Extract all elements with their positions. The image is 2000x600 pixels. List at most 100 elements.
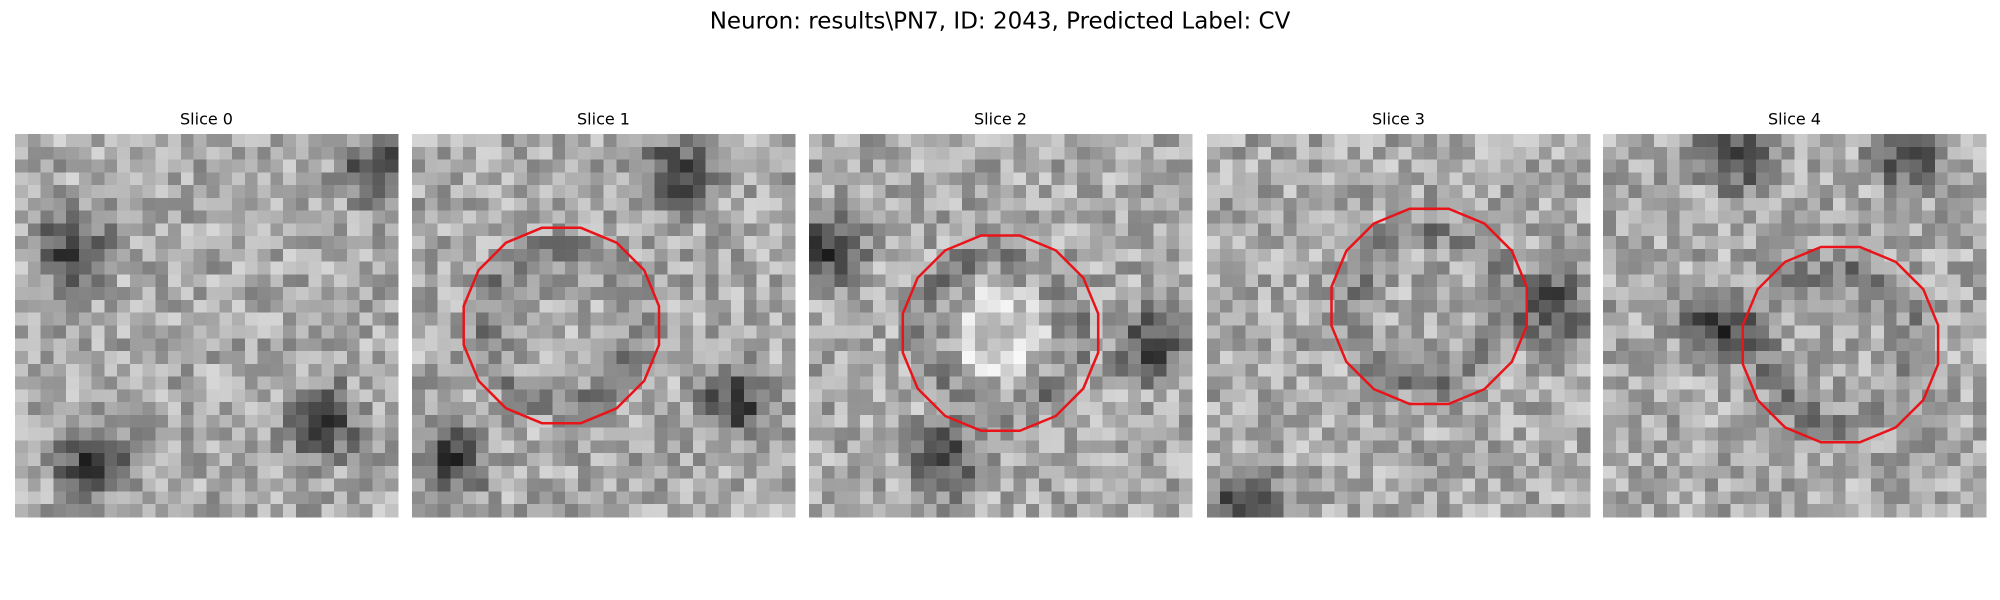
pixel	[129, 146, 144, 161]
pixel	[667, 185, 681, 199]
pixel	[616, 312, 630, 326]
pixel	[1207, 491, 1221, 505]
pixel	[974, 197, 989, 212]
pixel	[641, 146, 656, 161]
pixel	[66, 363, 80, 378]
pixel	[1283, 236, 1297, 250]
pixel	[667, 210, 681, 224]
pixel	[334, 197, 348, 212]
pixel	[1115, 236, 1129, 250]
pixel	[1756, 389, 1770, 403]
pixel	[1140, 210, 1155, 224]
pixel	[295, 261, 310, 275]
pixel	[809, 287, 823, 301]
pixel	[346, 299, 361, 314]
pixel	[1219, 325, 1234, 339]
pixel	[1013, 223, 1027, 237]
pixel	[1026, 274, 1040, 288]
pixel	[923, 440, 938, 454]
pixel	[1026, 402, 1040, 416]
pixel	[295, 427, 310, 441]
pixel	[66, 440, 80, 454]
pixel	[1500, 261, 1514, 275]
pixel	[603, 504, 617, 518]
pixel	[1309, 453, 1323, 467]
pixel	[1858, 465, 1872, 480]
pixel	[15, 134, 29, 148]
pixel	[501, 376, 515, 390]
pixel	[1411, 440, 1425, 454]
pixel	[1179, 402, 1193, 416]
pixel	[1347, 414, 1361, 429]
pixel	[295, 453, 310, 467]
pixel	[552, 185, 566, 199]
pixel	[412, 197, 426, 212]
pixel	[501, 363, 515, 378]
pixel	[168, 465, 182, 480]
pixel	[654, 453, 668, 467]
pixel	[385, 197, 399, 212]
pixel	[552, 299, 566, 314]
pixel	[705, 248, 719, 263]
pixel	[860, 287, 874, 301]
pixel	[66, 185, 80, 199]
pixel	[1538, 338, 1553, 352]
pixel	[1411, 478, 1425, 492]
pixel	[1487, 504, 1502, 518]
pixel	[1551, 223, 1565, 237]
pixel	[539, 134, 553, 148]
pixel	[232, 402, 246, 416]
pixel	[756, 274, 770, 288]
pixel	[692, 312, 707, 326]
pixel	[1781, 478, 1795, 492]
pixel	[1258, 402, 1272, 416]
pixel	[129, 402, 144, 416]
pixel	[1641, 274, 1655, 288]
pixel	[219, 223, 233, 237]
pixel	[1551, 159, 1565, 173]
pixel	[1922, 146, 1936, 161]
pixel	[1424, 172, 1438, 186]
pixel	[692, 376, 707, 390]
pixel	[1166, 504, 1180, 518]
pixel	[346, 159, 361, 173]
pixel	[590, 440, 604, 454]
pixel	[923, 248, 938, 263]
pixel	[193, 261, 207, 275]
pixel	[27, 210, 42, 224]
pixel	[244, 274, 259, 288]
pixel	[1896, 312, 1910, 326]
pixel	[1140, 414, 1155, 429]
pixel	[1730, 465, 1744, 480]
pixel	[1385, 491, 1399, 505]
pixel	[1526, 274, 1540, 288]
pixel	[295, 248, 310, 263]
pixel	[769, 185, 783, 199]
pixel	[129, 504, 144, 518]
pixel	[412, 299, 426, 314]
pixel	[372, 287, 386, 301]
pixel	[1603, 325, 1617, 339]
pixel	[1896, 351, 1910, 365]
pixel	[1628, 197, 1642, 212]
pixel	[731, 299, 745, 314]
panel-title: Slice 3	[1372, 110, 1425, 129]
pixel	[463, 312, 477, 326]
pixel	[1462, 274, 1476, 288]
pixel	[1526, 376, 1540, 390]
pixel	[463, 299, 477, 314]
pixel	[1768, 274, 1783, 288]
pixel	[1564, 236, 1578, 250]
pixel	[821, 465, 836, 480]
pixel	[1883, 172, 1898, 186]
pixel	[1334, 478, 1348, 492]
pixel	[1743, 197, 1757, 212]
pixel	[244, 376, 259, 390]
pixel	[552, 134, 566, 148]
pixel	[565, 491, 579, 505]
pixel	[974, 414, 989, 429]
pixel	[1500, 299, 1514, 314]
pixel	[756, 159, 770, 173]
pixel	[1871, 465, 1885, 480]
